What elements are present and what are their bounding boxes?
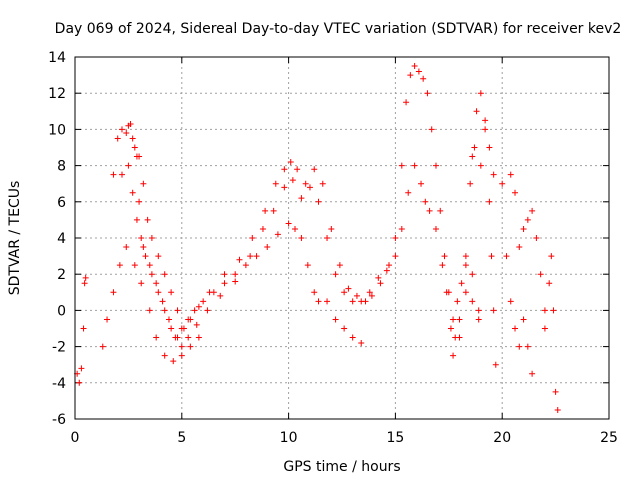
y-tick-label: 0: [57, 303, 66, 319]
chart-svg: Day 069 of 2024, Sidereal Day-to-day VTE…: [0, 0, 640, 480]
y-tick-label: 10: [48, 122, 66, 138]
chart-title: Day 069 of 2024, Sidereal Day-to-day VTE…: [55, 21, 622, 37]
x-tick-label: 0: [71, 430, 80, 446]
y-tick-label: 2: [57, 267, 66, 283]
x-axis-label: GPS time / hours: [283, 459, 400, 475]
y-tick-label: 6: [57, 195, 66, 211]
x-tick-label: 15: [386, 430, 404, 446]
chart-root: Day 069 of 2024, Sidereal Day-to-day VTE…: [0, 0, 640, 480]
y-tick-label: -6: [52, 412, 66, 428]
y-tick-label: 4: [57, 231, 66, 247]
x-tick-label: 20: [493, 430, 511, 446]
y-tick-label: -2: [52, 340, 66, 356]
x-tick-label: 10: [280, 430, 298, 446]
y-tick-label: 14: [48, 50, 66, 66]
x-tick-label: 25: [600, 430, 618, 446]
y-tick-label: -4: [52, 376, 66, 392]
x-tick-label: 5: [177, 430, 186, 446]
y-axis-label: SDTVAR / TECUs: [7, 181, 23, 296]
y-tick-label: 12: [48, 86, 66, 102]
y-tick-label: 8: [57, 159, 66, 175]
